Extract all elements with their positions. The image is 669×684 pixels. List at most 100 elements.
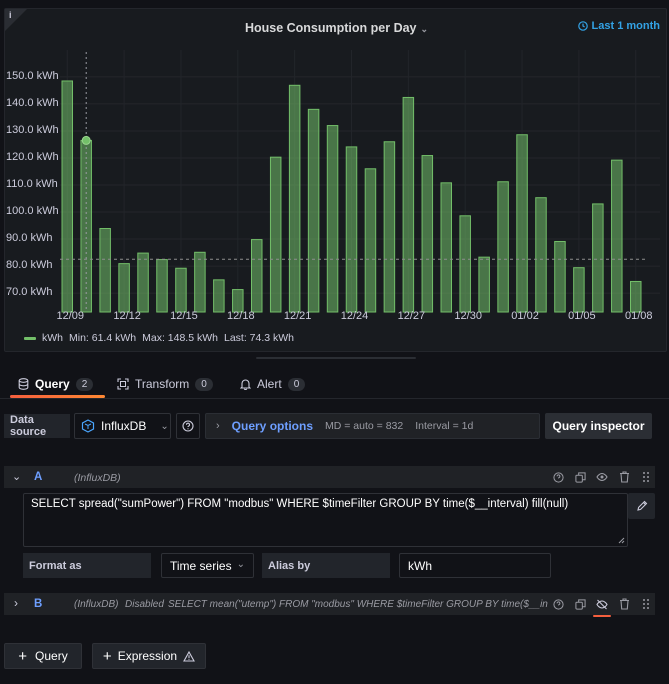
- bar[interactable]: [213, 279, 225, 313]
- legend-last: Last: 74.3 kWh: [223, 332, 295, 344]
- collapse-chevron-icon[interactable]: ⌄: [12, 471, 22, 483]
- bar[interactable]: [535, 197, 547, 313]
- x-tick-label: 12/15: [170, 310, 198, 322]
- bar[interactable]: [402, 96, 415, 313]
- bar[interactable]: [326, 125, 339, 313]
- y-tick-label: 110.0 kWh: [6, 178, 58, 190]
- bar[interactable]: [194, 251, 206, 313]
- tab-query[interactable]: Query 2: [9, 371, 106, 398]
- bar[interactable]: [516, 134, 528, 313]
- bar[interactable]: [288, 84, 301, 313]
- bar[interactable]: [156, 259, 168, 313]
- bar[interactable]: [118, 263, 130, 313]
- x-tick-label: 12/21: [283, 310, 312, 322]
- query-options-bar[interactable]: › Query options MD = auto = 832 Interval…: [205, 413, 540, 439]
- x-tick-label: 12/12: [113, 310, 141, 322]
- format-as-value: Time series: [170, 558, 232, 573]
- legend-max: Max: 148.5 kWh: [142, 332, 218, 344]
- time-range-picker[interactable]: Last 1 month: [577, 20, 660, 32]
- query-inspector-button[interactable]: Query inspector: [545, 413, 652, 439]
- bar[interactable]: [269, 156, 282, 313]
- info-icon[interactable]: i: [9, 10, 12, 20]
- pencil-icon: [636, 500, 647, 511]
- query-a-refid[interactable]: A: [34, 471, 43, 483]
- warning-triangle-icon: [183, 650, 195, 662]
- bar[interactable]: [592, 203, 604, 313]
- copy-icon[interactable]: [572, 469, 588, 485]
- bar[interactable]: [251, 239, 263, 313]
- bar[interactable]: [232, 289, 244, 313]
- query-a-actions: [550, 469, 654, 485]
- datasource-label: Data source: [4, 414, 70, 438]
- query-a-header: ⌄ A (InfluxDB): [4, 466, 655, 488]
- bar[interactable]: [99, 228, 111, 313]
- datasource-value: InfluxDB: [101, 419, 147, 433]
- tab-transform-count: 0: [195, 377, 213, 391]
- question-circle-icon: [182, 420, 194, 432]
- y-tick-label: 70.0 kWh: [6, 286, 53, 299]
- bar[interactable]: [137, 252, 149, 313]
- add-query-button[interactable]: + Query: [4, 643, 82, 669]
- eye-slash-icon[interactable]: [593, 596, 611, 617]
- bar[interactable]: [459, 215, 471, 313]
- x-tick-label: 12/18: [227, 310, 255, 322]
- bar[interactable]: [497, 181, 509, 313]
- bar[interactable]: [364, 168, 377, 313]
- bar-chart[interactable]: [0, 0, 669, 352]
- add-expression-button[interactable]: + Expression: [92, 643, 206, 669]
- format-as-select[interactable]: Time series ⌄: [161, 553, 254, 578]
- tab-query-count: 2: [75, 377, 94, 391]
- chart-legend[interactable]: kWh Min: 61.4 kWh Max: 148.5 kWh Last: 7…: [24, 332, 294, 344]
- bar[interactable]: [80, 139, 92, 313]
- drag-handle-icon[interactable]: [638, 596, 654, 612]
- bar[interactable]: [307, 108, 320, 313]
- tab-alert-label: Alert: [257, 377, 282, 391]
- query-b-refid[interactable]: B: [34, 598, 43, 610]
- editor-tabs: Query 2 Transform 0 Alert 0: [0, 371, 669, 399]
- bar[interactable]: [421, 155, 434, 313]
- query-a-editor[interactable]: SELECT spread("sumPower") FROM "modbus" …: [23, 493, 628, 547]
- tab-transform[interactable]: Transform 0: [117, 371, 213, 397]
- datasource-picker[interactable]: InfluxDB ⌄: [74, 413, 171, 439]
- drag-handle-icon[interactable]: [638, 469, 654, 485]
- datasource-help-button[interactable]: [176, 413, 200, 439]
- chevron-down-icon: ⌄: [236, 559, 245, 570]
- bar[interactable]: [554, 240, 566, 313]
- panel-resize-splitter[interactable]: [256, 357, 416, 359]
- y-tick-label: 100.0 kWh: [6, 205, 59, 218]
- alias-by-label: Alias by: [262, 553, 390, 578]
- bar[interactable]: [383, 141, 396, 313]
- bar[interactable]: [345, 146, 358, 313]
- tab-alert[interactable]: Alert 0: [240, 371, 306, 397]
- bar[interactable]: [440, 182, 452, 313]
- expand-chevron-icon[interactable]: ›: [14, 596, 18, 610]
- query-b-header: › B (InfluxDB) Disabled SELECT mean("ute…: [4, 593, 655, 617]
- influxdb-icon: [81, 419, 95, 433]
- copy-icon[interactable]: [572, 596, 588, 612]
- bar[interactable]: [61, 80, 73, 313]
- format-as-label: Format as: [23, 553, 151, 578]
- hover-point[interactable]: [81, 135, 91, 145]
- trash-icon[interactable]: [616, 469, 632, 485]
- plus-icon: +: [102, 647, 112, 665]
- toggle-editor-mode-button[interactable]: [628, 493, 655, 519]
- bar[interactable]: [630, 280, 642, 313]
- panel-title[interactable]: House Consumption per Day ⌄: [5, 21, 668, 35]
- panel-title-text: House Consumption per Day: [244, 21, 417, 35]
- chevron-down-icon: ⌄: [420, 24, 429, 34]
- bar[interactable]: [611, 159, 623, 313]
- resize-grip-icon[interactable]: [618, 537, 625, 544]
- panel-info-corner[interactable]: [5, 9, 27, 31]
- eye-icon[interactable]: [594, 469, 610, 485]
- y-tick-label: 130.0 kWh: [6, 123, 59, 136]
- trash-icon[interactable]: [616, 596, 632, 612]
- alias-by-input[interactable]: kWh: [399, 553, 551, 578]
- bar[interactable]: [175, 267, 187, 313]
- y-tick-label: 140.0 kWh: [6, 96, 59, 109]
- legend-series-name: kWh: [42, 332, 63, 344]
- help-icon[interactable]: [550, 469, 566, 485]
- query-b-source: (InfluxDB): [74, 599, 119, 610]
- help-icon[interactable]: [550, 596, 566, 612]
- bar[interactable]: [478, 256, 490, 313]
- bar[interactable]: [573, 267, 585, 313]
